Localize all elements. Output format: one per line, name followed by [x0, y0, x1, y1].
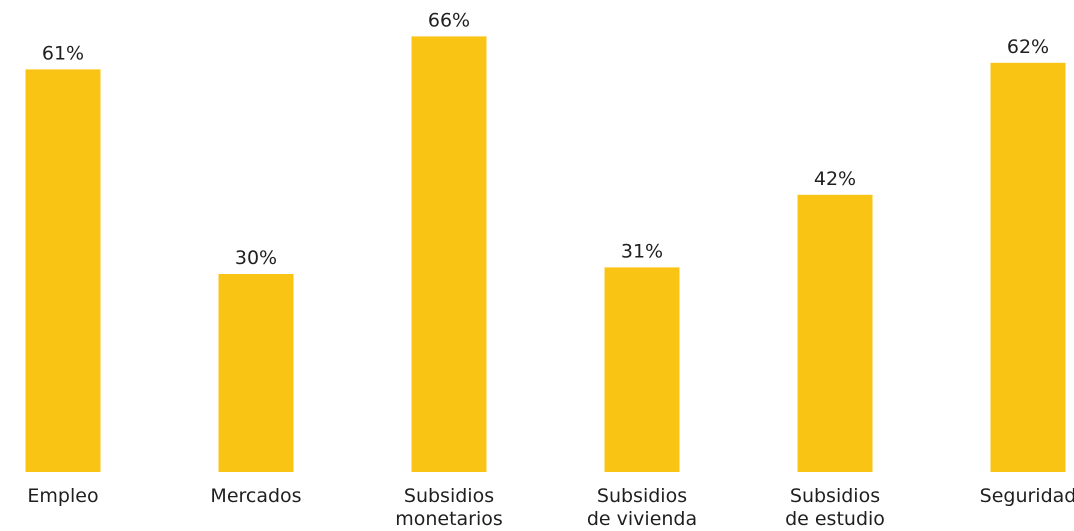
- category-label-3: Subsidios de vivienda: [587, 485, 697, 530]
- value-label-1: 30%: [235, 247, 277, 269]
- category-label-line: Empleo: [27, 485, 98, 507]
- value-label-2: 66%: [428, 9, 470, 31]
- category-label-line: Mercados: [210, 485, 301, 507]
- bar-1: [218, 274, 294, 472]
- bar-4: [797, 194, 873, 473]
- bar-5: [990, 62, 1066, 473]
- category-label-line: monetarios: [395, 508, 503, 530]
- value-label-0: 61%: [42, 42, 84, 64]
- category-label-line: de vivienda: [587, 508, 697, 530]
- category-label-line: Subsidios: [404, 485, 494, 507]
- bar-3: [604, 267, 680, 472]
- value-labels-group: 61% 30% 66% 31% 42% 62%: [42, 9, 1049, 269]
- bar-0: [25, 69, 101, 473]
- category-label-line: de estudio: [785, 508, 885, 530]
- bar-2: [411, 36, 487, 473]
- category-label-1: Mercados: [210, 485, 301, 507]
- category-label-2: Subsidios monetarios: [395, 485, 503, 530]
- bars-group: [25, 36, 1066, 473]
- category-label-line: Subsidios: [597, 485, 687, 507]
- category-labels-group: Empleo Mercados Subsidios monetariosSubsidi…: [27, 485, 1074, 530]
- category-label-5: Seguridad: [980, 485, 1074, 507]
- value-label-3: 31%: [621, 240, 663, 262]
- category-label-0: Empleo: [27, 485, 98, 507]
- value-label-4: 42%: [814, 168, 856, 190]
- value-label-5: 62%: [1007, 36, 1049, 58]
- category-label-line: Subsidios: [790, 485, 880, 507]
- category-label-line: Seguridad: [980, 485, 1074, 507]
- category-label-4: Subsidios de estudio: [785, 485, 885, 530]
